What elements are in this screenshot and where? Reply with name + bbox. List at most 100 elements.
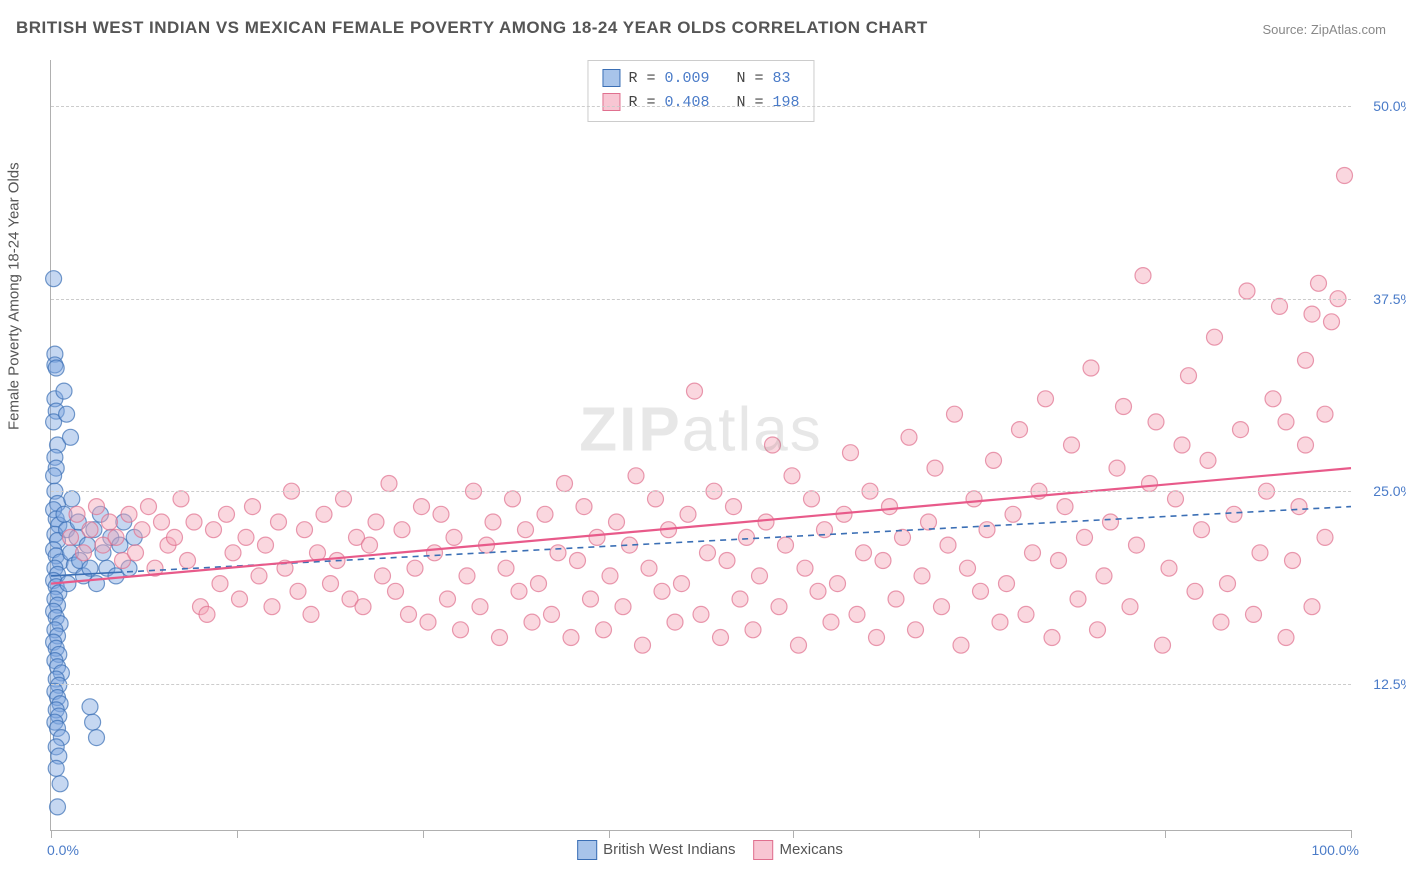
scatter-point (414, 499, 430, 515)
scatter-point (1278, 414, 1294, 430)
scatter-point (290, 583, 306, 599)
scatter-point (804, 491, 820, 507)
scatter-point (856, 545, 872, 561)
scatter-point (1200, 452, 1216, 468)
scatter-point (609, 514, 625, 530)
scatter-point (440, 591, 456, 607)
scatter-point (186, 514, 202, 530)
scatter-point (1155, 637, 1171, 653)
scatter-point (368, 514, 384, 530)
scatter-point (1103, 514, 1119, 530)
legend-label: British West Indians (603, 841, 735, 858)
scatter-point (46, 271, 62, 287)
trend-line (51, 468, 1351, 583)
scatter-point (550, 545, 566, 561)
scatter-point (960, 560, 976, 576)
scatter-point (232, 591, 248, 607)
scatter-point (784, 468, 800, 484)
gridline-h (51, 299, 1351, 300)
stats-r-value: 0.408 (664, 94, 709, 111)
scatter-point (1122, 599, 1138, 615)
scatter-point (394, 522, 410, 538)
scatter-point (810, 583, 826, 599)
x-tick (51, 830, 53, 838)
legend-label: Mexicans (779, 841, 842, 858)
scatter-point (531, 576, 547, 592)
scatter-point (732, 591, 748, 607)
scatter-point (986, 452, 1002, 468)
scatter-point (908, 622, 924, 638)
stats-n-label: N = (710, 70, 773, 87)
scatter-point (648, 491, 664, 507)
x-tick (423, 830, 425, 838)
scatter-point (388, 583, 404, 599)
scatter-point (1291, 499, 1307, 515)
scatter-point (336, 491, 352, 507)
scatter-point (1090, 622, 1106, 638)
x-tick (1351, 830, 1353, 838)
stats-r-label: R = (628, 70, 664, 87)
scatter-point (141, 499, 157, 515)
scatter-point (654, 583, 670, 599)
scatter-point (433, 506, 449, 522)
scatter-point (48, 360, 64, 376)
stats-r-value: 0.009 (664, 70, 709, 87)
scatter-point (1304, 599, 1320, 615)
scatter-point (895, 529, 911, 545)
scatter-point (791, 637, 807, 653)
y-tick-label: 50.0% (1373, 98, 1406, 114)
scatter-point (245, 499, 261, 515)
scatter-point (511, 583, 527, 599)
scatter-point (765, 437, 781, 453)
stats-swatch (602, 69, 620, 87)
scatter-point (206, 522, 222, 538)
scatter-point (1142, 476, 1158, 492)
scatter-point (752, 568, 768, 584)
scatter-point (85, 714, 101, 730)
scatter-point (680, 506, 696, 522)
scatter-point (63, 429, 79, 445)
scatter-point (1233, 422, 1249, 438)
scatter-point (485, 514, 501, 530)
scatter-point (992, 614, 1008, 630)
scatter-point (1025, 545, 1041, 561)
scatter-point (64, 491, 80, 507)
legend-swatch (753, 840, 773, 860)
scatter-point (1246, 606, 1262, 622)
scatter-point (82, 699, 98, 715)
scatter-point (1298, 352, 1314, 368)
scatter-point (219, 506, 235, 522)
scatter-point (576, 499, 592, 515)
scatter-point (745, 622, 761, 638)
scatter-point (875, 553, 891, 569)
scatter-point (121, 506, 137, 522)
scatter-point (63, 529, 79, 545)
scatter-point (973, 583, 989, 599)
scatter-point (1096, 568, 1112, 584)
scatter-point (999, 576, 1015, 592)
scatter-point (843, 445, 859, 461)
scatter-point (641, 560, 657, 576)
scatter-point (888, 591, 904, 607)
scatter-point (921, 514, 937, 530)
scatter-point (1038, 391, 1054, 407)
scatter-point (927, 460, 943, 476)
scatter-point (596, 622, 612, 638)
scatter-point (362, 537, 378, 553)
scatter-point (1057, 499, 1073, 515)
scatter-point (979, 522, 995, 538)
scatter-point (940, 537, 956, 553)
stats-n-value: 83 (773, 70, 791, 87)
scatter-point (134, 522, 150, 538)
scatter-point (1285, 553, 1301, 569)
scatter-point (758, 514, 774, 530)
scatter-point (238, 529, 254, 545)
scatter-point (1213, 614, 1229, 630)
scatter-point (635, 637, 651, 653)
scatter-point (1077, 529, 1093, 545)
scatter-point (524, 614, 540, 630)
scatter-point (1252, 545, 1268, 561)
scatter-point (869, 630, 885, 646)
scatter-point (271, 514, 287, 530)
scatter-point (713, 630, 729, 646)
